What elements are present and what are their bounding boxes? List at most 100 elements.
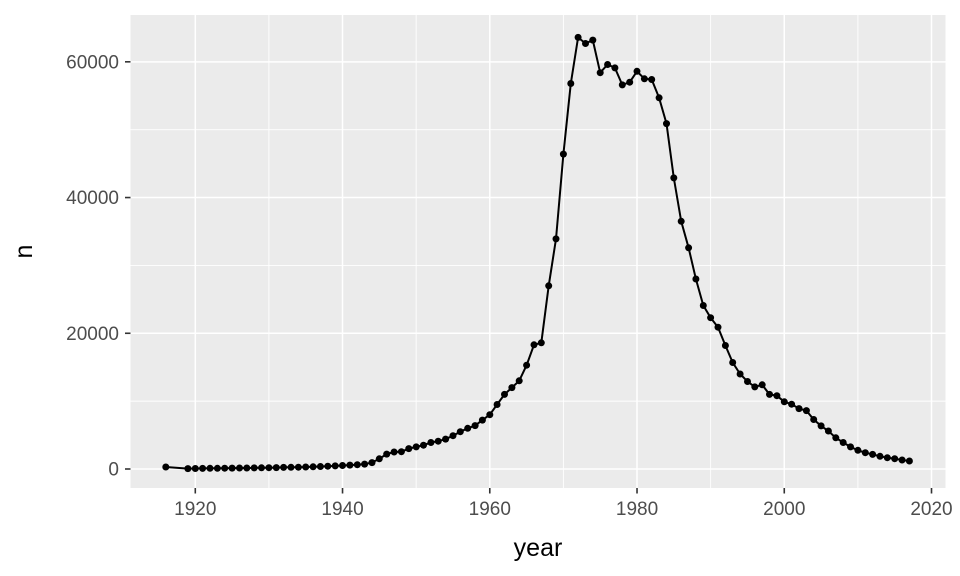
y-tick-label: 60000	[66, 52, 119, 73]
data-point	[236, 464, 243, 472]
data-point	[559, 150, 567, 158]
data-point	[773, 392, 781, 400]
data-point	[258, 464, 265, 472]
data-point	[545, 282, 553, 290]
y-axis-tick-labels: 0 20000 40000 60000	[66, 52, 119, 480]
data-point	[265, 464, 273, 472]
data-point	[817, 422, 825, 430]
data-point	[869, 450, 877, 458]
x-tick-label: 1980	[616, 499, 658, 520]
data-point	[552, 235, 560, 243]
data-point	[589, 36, 597, 44]
data-point	[861, 449, 869, 457]
data-point	[766, 390, 773, 398]
data-point	[655, 94, 663, 102]
data-point	[456, 428, 464, 436]
data-point	[478, 416, 486, 424]
data-point	[442, 435, 450, 443]
data-point	[707, 314, 715, 322]
data-point	[339, 462, 346, 469]
data-point	[162, 463, 170, 471]
data-point	[611, 64, 619, 72]
y-tick-label: 20000	[66, 324, 119, 345]
data-point	[501, 390, 508, 398]
data-point	[243, 464, 251, 472]
data-point	[405, 445, 413, 453]
data-point	[574, 33, 582, 41]
data-point	[228, 464, 236, 472]
data-point	[449, 432, 457, 440]
plot-panel	[130, 15, 946, 488]
data-point	[832, 434, 840, 442]
data-point	[486, 411, 494, 419]
data-point	[891, 455, 899, 463]
data-point	[464, 424, 472, 432]
data-point	[905, 457, 913, 465]
data-point	[824, 427, 832, 435]
data-point	[294, 463, 302, 471]
data-point	[751, 383, 759, 391]
data-point	[434, 437, 442, 445]
data-point	[596, 69, 604, 77]
data-point	[427, 439, 435, 446]
data-point	[302, 463, 310, 471]
data-point	[213, 464, 221, 472]
data-point	[508, 384, 516, 392]
data-point	[839, 439, 847, 446]
data-point	[795, 405, 803, 413]
data-point	[567, 80, 575, 87]
y-tick-label: 0	[108, 459, 119, 480]
data-point	[744, 378, 751, 385]
data-point	[530, 341, 538, 349]
data-point	[412, 443, 420, 451]
data-point	[685, 244, 693, 252]
data-point	[331, 462, 339, 470]
data-point	[898, 456, 906, 464]
data-point	[677, 217, 685, 225]
data-point	[471, 422, 479, 430]
y-axis-title: n	[10, 245, 38, 259]
data-point	[206, 464, 214, 472]
major-gridlines	[130, 15, 946, 488]
x-axis-tick-labels: 1920 1940 1960 1980 2000 2020	[174, 499, 953, 520]
data-point	[604, 61, 612, 68]
data-point	[854, 446, 862, 454]
minor-gridlines	[130, 15, 946, 488]
data-point	[523, 361, 531, 369]
data-point	[221, 464, 229, 472]
data-point	[876, 452, 884, 460]
data-point	[199, 464, 207, 472]
data-point	[729, 359, 737, 366]
data-point	[250, 464, 258, 472]
data-point	[324, 462, 332, 470]
data-point	[692, 275, 700, 283]
data-point	[390, 448, 398, 456]
y-tick-label: 40000	[66, 188, 119, 209]
data-point	[758, 381, 766, 389]
data-point	[847, 443, 854, 451]
data-point	[316, 463, 324, 470]
data-point	[420, 441, 427, 449]
x-tick-label: 2000	[763, 499, 805, 520]
data-point	[309, 463, 317, 471]
data-point	[810, 416, 818, 423]
data-point	[618, 81, 626, 89]
data-point	[802, 407, 810, 415]
data-point	[663, 120, 670, 128]
x-tick-label: 1920	[174, 499, 216, 520]
data-point	[515, 377, 523, 385]
data-point	[346, 461, 354, 469]
data-point	[788, 400, 796, 408]
data-point	[670, 174, 678, 182]
data-point	[368, 459, 376, 467]
data-point	[721, 342, 729, 349]
x-tick-label: 1960	[469, 499, 511, 520]
data-point	[626, 78, 634, 86]
data-point	[582, 40, 589, 47]
data-series	[162, 33, 913, 473]
data-point	[280, 463, 288, 471]
data-point	[714, 323, 722, 331]
data-point	[736, 370, 744, 378]
